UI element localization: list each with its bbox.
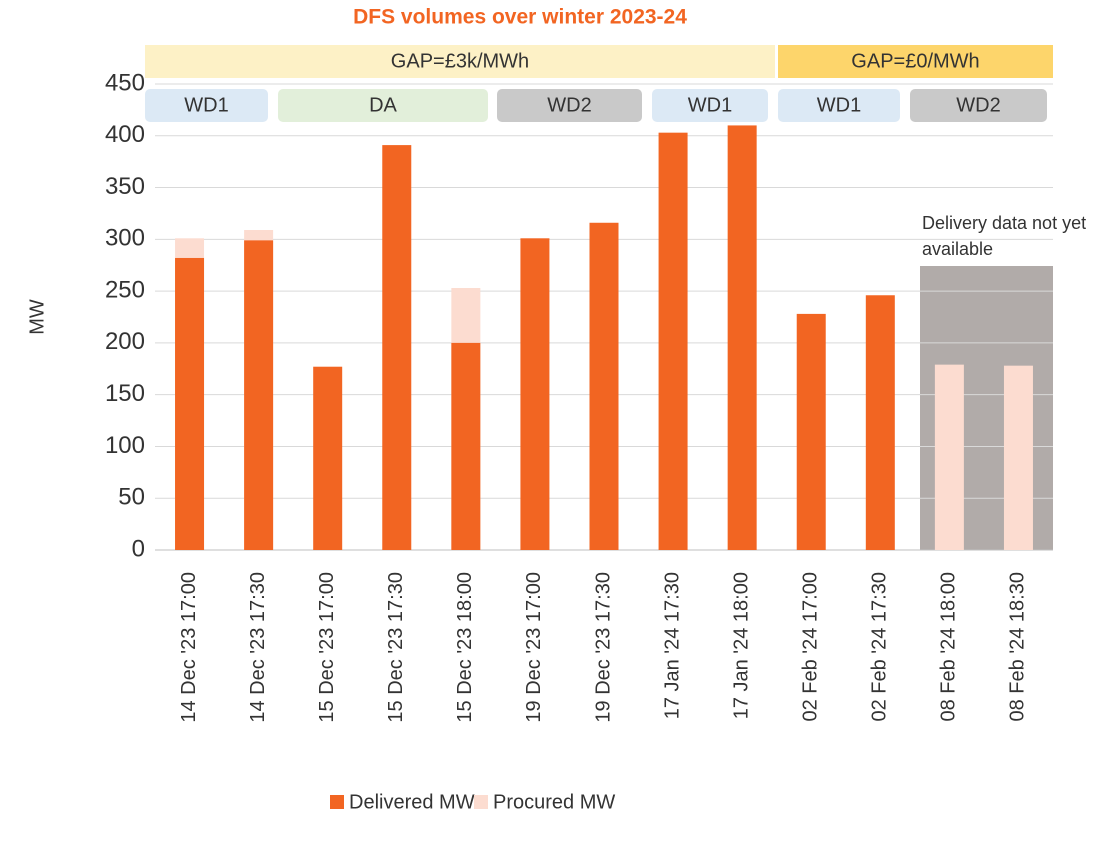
bar — [865, 295, 895, 550]
bar — [1003, 365, 1033, 550]
y-axis-label: MW — [26, 299, 48, 335]
x-tick-label: 17 Jan '24 18:00 — [730, 572, 752, 719]
bar — [313, 366, 343, 550]
period — [145, 89, 268, 122]
x-tick-label: 19 Dec '23 17:30 — [592, 572, 614, 723]
period — [652, 89, 768, 122]
x-tick-label: 15 Dec '23 17:00 — [316, 572, 338, 723]
period — [778, 89, 900, 122]
band — [145, 45, 775, 78]
period-label: WD1 — [817, 94, 861, 116]
x-tick-label: 14 Dec '23 17:30 — [247, 572, 269, 723]
band-label: GAP=£3k/MWh — [391, 50, 529, 72]
y-tick-label: 50 — [118, 484, 145, 511]
period-label: WD1 — [688, 94, 732, 116]
period-label: DA — [369, 94, 397, 116]
x-tick-label: 02 Feb '24 17:00 — [800, 572, 822, 722]
legend-swatch — [330, 795, 344, 809]
x-tick-label: 14 Dec '23 17:00 — [178, 572, 200, 723]
legend-label: Delivered MW — [349, 791, 475, 813]
bar — [727, 125, 757, 550]
y-tick-label: 150 — [105, 380, 145, 407]
period-label: WD2 — [956, 94, 1000, 116]
x-tick-label: 19 Dec '23 17:00 — [523, 572, 545, 723]
chart-title: DFS volumes over winter 2023-24 — [353, 6, 687, 29]
x-tick-label: 15 Dec '23 17:30 — [385, 572, 407, 723]
bar — [520, 238, 550, 550]
x-tick-label: 17 Jan '24 17:30 — [661, 572, 683, 719]
band — [778, 45, 1053, 78]
bar — [244, 240, 274, 550]
bar — [451, 342, 481, 550]
y-tick-label: 400 — [105, 121, 145, 148]
x-tick-label: 15 Dec '23 18:00 — [454, 572, 476, 723]
bar — [796, 313, 826, 550]
y-tick-label: 450 — [105, 69, 145, 96]
y-tick-label: 300 — [105, 225, 145, 252]
period — [278, 89, 488, 122]
bar — [175, 257, 205, 550]
y-tick-label: 250 — [105, 276, 145, 303]
bar — [934, 364, 964, 550]
bar — [658, 132, 688, 550]
annotation: Delivery data not yet available — [922, 213, 1087, 259]
y-tick-label: 350 — [105, 173, 145, 200]
x-tick-label: 08 Feb '24 18:30 — [1007, 572, 1029, 722]
bar — [589, 222, 619, 550]
y-tick-label: 200 — [105, 328, 145, 355]
legend-swatch — [474, 795, 488, 809]
period — [910, 89, 1047, 122]
period — [497, 89, 642, 122]
y-tick-label: 0 — [132, 535, 145, 562]
band-label: GAP=£0/MWh — [851, 50, 979, 72]
legend-label: Procured MW — [493, 791, 615, 813]
period-label: WD2 — [547, 94, 591, 116]
y-tick-label: 100 — [105, 432, 145, 459]
x-tick-label: 02 Feb '24 17:30 — [869, 572, 891, 722]
bar — [382, 145, 412, 550]
x-tick-label: 08 Feb '24 18:00 — [938, 572, 960, 722]
period-label: WD1 — [184, 94, 228, 116]
